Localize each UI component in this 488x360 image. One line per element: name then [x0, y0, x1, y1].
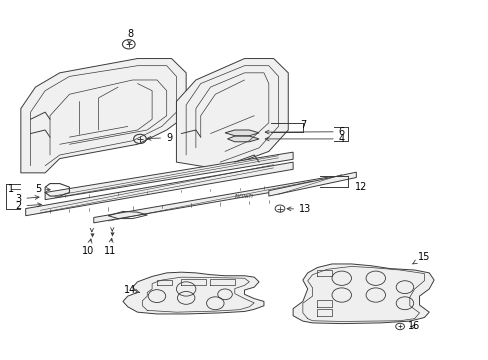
- Text: 9: 9: [147, 133, 172, 143]
- Polygon shape: [227, 136, 259, 142]
- Text: 14: 14: [124, 285, 139, 295]
- Text: 2: 2: [15, 201, 41, 211]
- Polygon shape: [292, 264, 433, 324]
- Text: 7: 7: [299, 120, 305, 130]
- Polygon shape: [176, 59, 287, 169]
- Text: INFINITI: INFINITI: [235, 194, 253, 199]
- Text: 3: 3: [15, 194, 39, 204]
- Text: 8: 8: [127, 28, 133, 44]
- Text: 16: 16: [407, 321, 419, 332]
- Polygon shape: [21, 59, 186, 173]
- Text: 10: 10: [81, 239, 94, 256]
- Polygon shape: [224, 130, 259, 136]
- Polygon shape: [268, 172, 356, 196]
- Polygon shape: [45, 152, 292, 200]
- Text: 12: 12: [354, 182, 366, 192]
- Text: 6: 6: [264, 127, 344, 137]
- Text: 4: 4: [264, 134, 344, 144]
- Text: 1: 1: [8, 184, 14, 194]
- Polygon shape: [94, 176, 331, 223]
- Text: 11: 11: [103, 238, 116, 256]
- Text: 5: 5: [35, 184, 50, 194]
- Text: 15: 15: [412, 252, 430, 264]
- Polygon shape: [122, 272, 264, 314]
- Polygon shape: [26, 162, 292, 216]
- Text: 13: 13: [286, 204, 311, 214]
